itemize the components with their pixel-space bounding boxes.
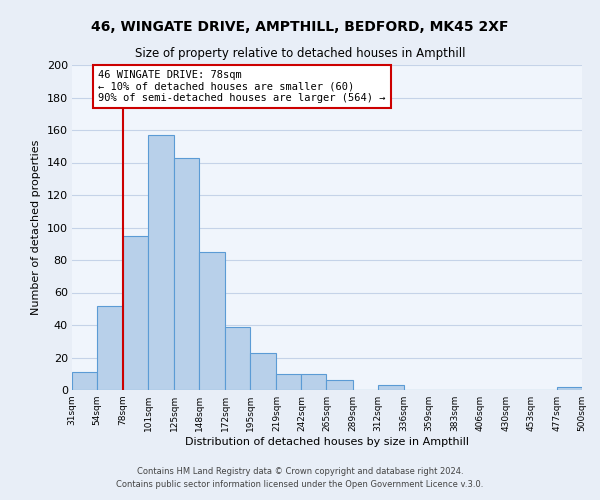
Bar — [97, 306, 123, 390]
Bar — [199, 252, 226, 390]
Bar — [123, 236, 148, 390]
Bar — [326, 380, 353, 390]
Bar — [72, 372, 97, 390]
X-axis label: Distribution of detached houses by size in Ampthill: Distribution of detached houses by size … — [185, 437, 469, 447]
Bar — [301, 374, 326, 390]
Bar — [377, 385, 404, 390]
Text: Contains HM Land Registry data © Crown copyright and database right 2024.: Contains HM Land Registry data © Crown c… — [137, 467, 463, 476]
Bar — [277, 374, 301, 390]
Text: 46 WINGATE DRIVE: 78sqm
← 10% of detached houses are smaller (60)
90% of semi-de: 46 WINGATE DRIVE: 78sqm ← 10% of detache… — [98, 70, 386, 103]
Text: Size of property relative to detached houses in Ampthill: Size of property relative to detached ho… — [135, 48, 465, 60]
Y-axis label: Number of detached properties: Number of detached properties — [31, 140, 41, 315]
Bar — [226, 326, 250, 390]
Text: 46, WINGATE DRIVE, AMPTHILL, BEDFORD, MK45 2XF: 46, WINGATE DRIVE, AMPTHILL, BEDFORD, MK… — [91, 20, 509, 34]
Bar — [557, 387, 582, 390]
Text: Contains public sector information licensed under the Open Government Licence v.: Contains public sector information licen… — [116, 480, 484, 489]
Bar — [250, 352, 277, 390]
Bar — [148, 135, 174, 390]
Bar — [174, 158, 199, 390]
